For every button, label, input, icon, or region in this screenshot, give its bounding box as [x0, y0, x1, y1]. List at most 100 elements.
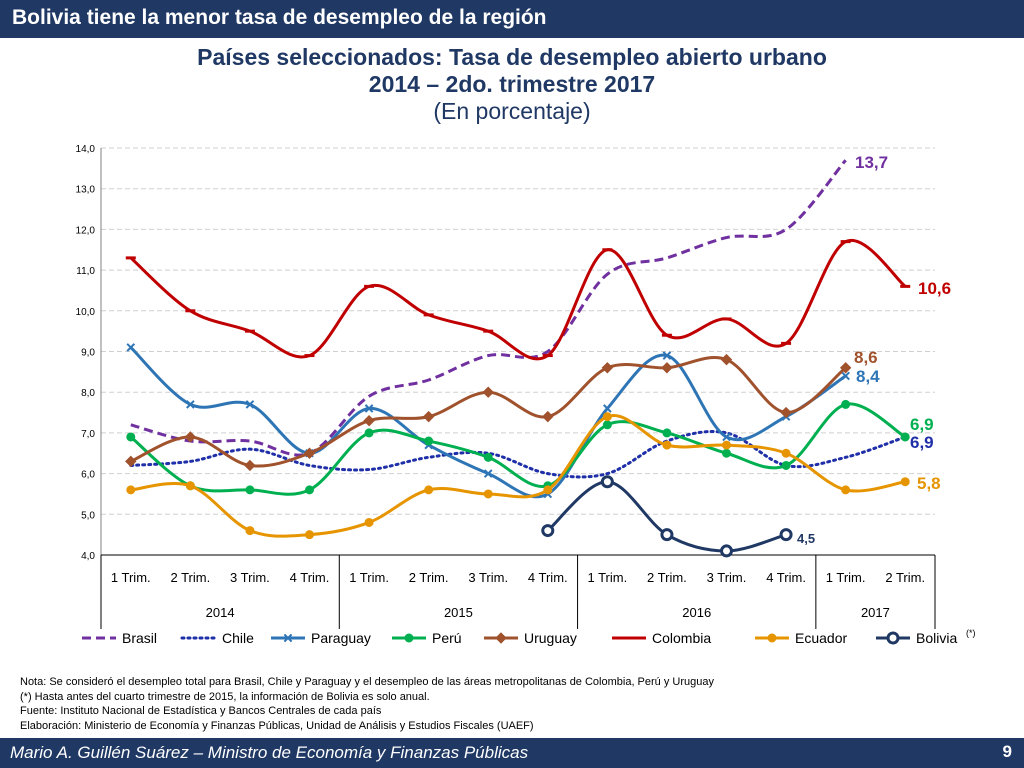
note-line: Nota: Se consideró el desempleo total pa…: [20, 676, 714, 688]
data-point: [364, 517, 374, 527]
data-point: [602, 412, 612, 422]
legend-marker: [404, 633, 414, 643]
y-tick-label: 8,0: [81, 388, 95, 399]
legend-marker: [886, 631, 900, 645]
y-tick-label: 10,0: [76, 307, 96, 318]
y-tick-label: 4,0: [81, 551, 95, 562]
data-point: [186, 400, 195, 409]
data-point: [363, 414, 375, 427]
data-label: 10,6: [918, 279, 951, 298]
legend-entry: Paraguay: [271, 630, 371, 646]
x-tick-label: 2 Trim.: [170, 570, 210, 585]
x-tick-label: 2 Trim.: [409, 570, 449, 585]
legend-entry: Bolivia (*): [876, 628, 976, 646]
series-line: [130, 413, 906, 538]
banner-title: Bolivia tiene la menor tasa de desempleo…: [12, 6, 547, 29]
data-point: [841, 399, 851, 409]
note-line: Fuente: Instituto Nacional de Estadístic…: [20, 705, 382, 717]
legend-entry: Ecuador: [755, 630, 847, 646]
notes-block: Nota: Se consideró el desempleo total pa…: [20, 675, 714, 733]
x-tick-label: 1 Trim.: [826, 570, 866, 585]
data-point: [244, 459, 256, 472]
data-point: [184, 431, 197, 443]
series-ecuador: 5,8: [126, 412, 941, 540]
legend-entry: Colombia: [612, 630, 711, 646]
legend-suffix: (*): [966, 628, 976, 638]
year-label: 2017: [861, 605, 890, 620]
data-point: [541, 524, 555, 538]
x-tick-label: 1 Trim.: [587, 570, 627, 585]
year-label: 2015: [444, 605, 473, 620]
data-point: [900, 477, 910, 487]
data-point: [900, 432, 910, 442]
legend-label: Bolivia: [916, 630, 957, 646]
x-tick-label: 1 Trim.: [111, 570, 151, 585]
data-point: [722, 440, 731, 450]
footer-author: Mario A. Guillén Suárez – Ministro de Ec…: [10, 743, 529, 762]
legend-label: Paraguay: [311, 630, 371, 646]
data-point: [303, 447, 316, 459]
data-point: [720, 353, 733, 366]
data-point: [126, 343, 136, 352]
data-point: [662, 351, 672, 360]
data-point: [245, 526, 255, 536]
chart-title-block: Países seleccionados: Tasa de desempleo …: [0, 44, 1024, 125]
series-brasil: 13,7: [130, 153, 888, 457]
data-point: [603, 404, 612, 413]
legend-entry: Perú: [392, 630, 462, 646]
data-point: [542, 410, 554, 423]
x-tick-label: 3 Trim.: [468, 570, 508, 585]
data-point: [482, 386, 494, 398]
data-point: [364, 428, 374, 438]
data-point: [483, 469, 493, 478]
y-tick-label: 6,0: [81, 470, 95, 481]
data-point: [483, 489, 493, 499]
data-point: [305, 530, 314, 540]
legend-label: Uruguay: [524, 630, 577, 646]
data-point: [661, 362, 673, 374]
y-tick-label: 11,0: [76, 266, 95, 277]
x-tick-label: 4 Trim.: [766, 570, 806, 585]
x-tick-label: 1 Trim.: [349, 570, 389, 585]
x-tick-label: 2 Trim.: [885, 570, 925, 585]
data-point: [424, 485, 434, 495]
note-line: (*) Hasta antes del cuarto trimestre de …: [20, 690, 430, 703]
data-point: [245, 400, 255, 409]
legend-entry: Uruguay: [484, 630, 577, 646]
legend-marker: [767, 633, 777, 643]
data-point: [424, 436, 434, 446]
data-point: [662, 428, 672, 438]
data-point: [780, 406, 792, 419]
x-tick-label: 4 Trim.: [528, 570, 568, 585]
top-banner: Bolivia tiene la menor tasa de desempleo…: [0, 0, 1024, 38]
data-label: 6,9: [910, 433, 934, 452]
data-point: [126, 485, 136, 495]
data-point: [305, 485, 314, 495]
data-point: [483, 452, 493, 462]
data-point: [601, 362, 614, 374]
data-point: [722, 448, 731, 458]
data-label: 4,5: [797, 531, 815, 546]
legend-marker: [283, 633, 293, 643]
series-paraguay: 8,4: [126, 343, 880, 499]
data-point: [125, 455, 137, 468]
series-colombia: 10,6: [125, 238, 951, 361]
data-point: [839, 362, 852, 374]
y-tick-label: 12,0: [76, 225, 96, 236]
legend-label: Brasil: [122, 630, 157, 646]
data-point: [660, 528, 674, 542]
legend-label: Ecuador: [795, 630, 847, 646]
page-number: 9: [1002, 742, 1012, 761]
data-point: [662, 440, 672, 450]
y-tick-label: 5,0: [81, 510, 95, 521]
data-label: 13,7: [855, 153, 888, 172]
data-point: [185, 481, 195, 491]
legend-entry: Brasil: [82, 630, 157, 646]
series-line: [129, 238, 907, 361]
year-label: 2016: [682, 605, 711, 620]
data-point: [720, 544, 733, 558]
data-label: 8,4: [856, 367, 880, 386]
note-line: Elaboración: Ministerio de Economía y Fi…: [20, 719, 534, 732]
data-label: 8,6: [854, 348, 878, 367]
